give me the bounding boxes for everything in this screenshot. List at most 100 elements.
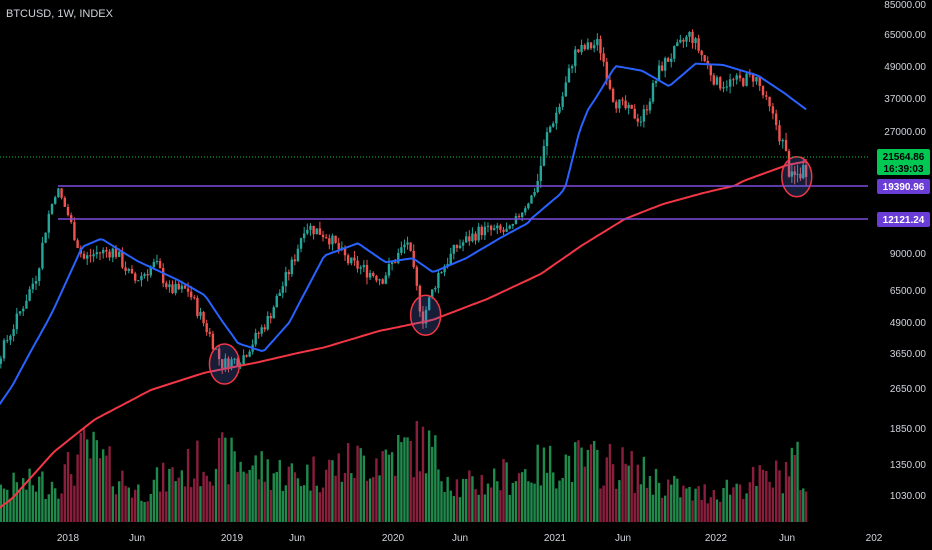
candle-body bbox=[82, 253, 86, 259]
candle-body bbox=[468, 236, 471, 242]
candle bbox=[697, 34, 700, 54]
volume-bar bbox=[133, 489, 137, 522]
candle-body bbox=[548, 126, 552, 133]
candle-body bbox=[511, 223, 515, 226]
candle bbox=[152, 258, 156, 269]
volume-bar bbox=[605, 457, 608, 522]
candle-body bbox=[618, 99, 621, 109]
candle-body bbox=[331, 235, 334, 245]
candle bbox=[378, 278, 381, 286]
symbol-label[interactable]: BTCUSD, 1W, INDEX bbox=[6, 8, 113, 20]
candle bbox=[700, 49, 703, 62]
volume-bar bbox=[15, 482, 19, 522]
volume-bar bbox=[618, 480, 621, 522]
volume-bar bbox=[272, 473, 275, 522]
candle bbox=[359, 265, 362, 275]
candle-body bbox=[474, 233, 477, 241]
candle bbox=[95, 245, 98, 259]
volume-bar bbox=[586, 449, 590, 522]
candle bbox=[567, 64, 571, 83]
candle-body bbox=[346, 255, 350, 264]
candle bbox=[384, 272, 388, 285]
candle bbox=[784, 132, 788, 152]
volume-bar bbox=[657, 482, 661, 522]
candle-body bbox=[114, 248, 118, 257]
candle-body bbox=[196, 297, 199, 316]
candle-body bbox=[449, 253, 452, 265]
candle bbox=[108, 249, 111, 261]
candle bbox=[621, 97, 624, 106]
candle-body bbox=[269, 315, 272, 319]
volume-bar bbox=[745, 493, 748, 522]
y-tick-label: 27000.00 bbox=[884, 127, 926, 138]
candle-body bbox=[186, 288, 190, 292]
candle-body bbox=[552, 123, 555, 127]
volume-bar bbox=[390, 452, 394, 522]
horizontal-levels[interactable] bbox=[58, 185, 868, 220]
volume-bar bbox=[706, 503, 709, 522]
volume-bar bbox=[171, 467, 174, 522]
volume-bar bbox=[499, 490, 502, 522]
candle bbox=[28, 286, 31, 302]
level-lower-badge bbox=[877, 212, 930, 227]
candle bbox=[171, 280, 174, 294]
candle-body bbox=[254, 332, 257, 345]
candle-body bbox=[202, 312, 205, 324]
candle-body bbox=[263, 327, 266, 330]
candle bbox=[799, 167, 802, 181]
time-axis[interactable]: 2018 Jun 2019 Jun 2020 Jun 2021 Jun 2022 Jun 202 bbox=[57, 533, 883, 544]
candle bbox=[706, 56, 709, 70]
candle bbox=[400, 241, 403, 256]
candle bbox=[691, 29, 694, 49]
candle bbox=[63, 196, 67, 207]
candle-body bbox=[54, 197, 57, 204]
volume-bar bbox=[137, 484, 140, 522]
volume-bar bbox=[328, 459, 331, 522]
volume-bar bbox=[483, 494, 487, 522]
volume-bar bbox=[387, 454, 391, 522]
volume-bar bbox=[356, 445, 359, 522]
volume-bar bbox=[548, 445, 552, 522]
volume-bar bbox=[611, 464, 615, 522]
candle bbox=[670, 53, 673, 68]
candle bbox=[639, 116, 643, 127]
candle bbox=[774, 109, 778, 131]
candle-body bbox=[378, 279, 381, 281]
candle-body bbox=[92, 254, 95, 257]
volume-bar bbox=[542, 447, 546, 522]
candle-body bbox=[221, 359, 224, 369]
volume-bar bbox=[530, 482, 533, 522]
candle-body bbox=[334, 235, 337, 243]
candle-body bbox=[719, 77, 722, 89]
candle-body bbox=[127, 269, 130, 271]
candle-body bbox=[415, 267, 419, 286]
volume-bar bbox=[700, 499, 703, 522]
candle bbox=[60, 188, 63, 200]
candle bbox=[236, 357, 239, 367]
candle-body bbox=[688, 31, 691, 37]
volume-bar bbox=[709, 497, 712, 522]
candle bbox=[57, 187, 60, 198]
volume-bar bbox=[101, 449, 105, 522]
candle-body bbox=[735, 75, 738, 80]
candle bbox=[654, 80, 658, 88]
volume-bar bbox=[189, 487, 193, 522]
volume-bar bbox=[455, 479, 459, 522]
candle bbox=[199, 307, 202, 320]
candle-body bbox=[284, 272, 288, 287]
volume-bar bbox=[260, 451, 263, 522]
candle bbox=[202, 310, 205, 327]
candle-body bbox=[406, 242, 409, 245]
volume-bar bbox=[257, 479, 260, 522]
candle-body bbox=[193, 297, 196, 299]
y-tick-label: 1850.00 bbox=[890, 424, 927, 435]
candle bbox=[196, 295, 199, 319]
candle-body bbox=[211, 333, 215, 349]
candle bbox=[362, 260, 366, 272]
volume-bar bbox=[790, 447, 794, 522]
candle bbox=[406, 236, 409, 250]
volume-bar bbox=[92, 431, 95, 522]
candle-body bbox=[38, 268, 41, 282]
volume-bar bbox=[768, 481, 771, 522]
